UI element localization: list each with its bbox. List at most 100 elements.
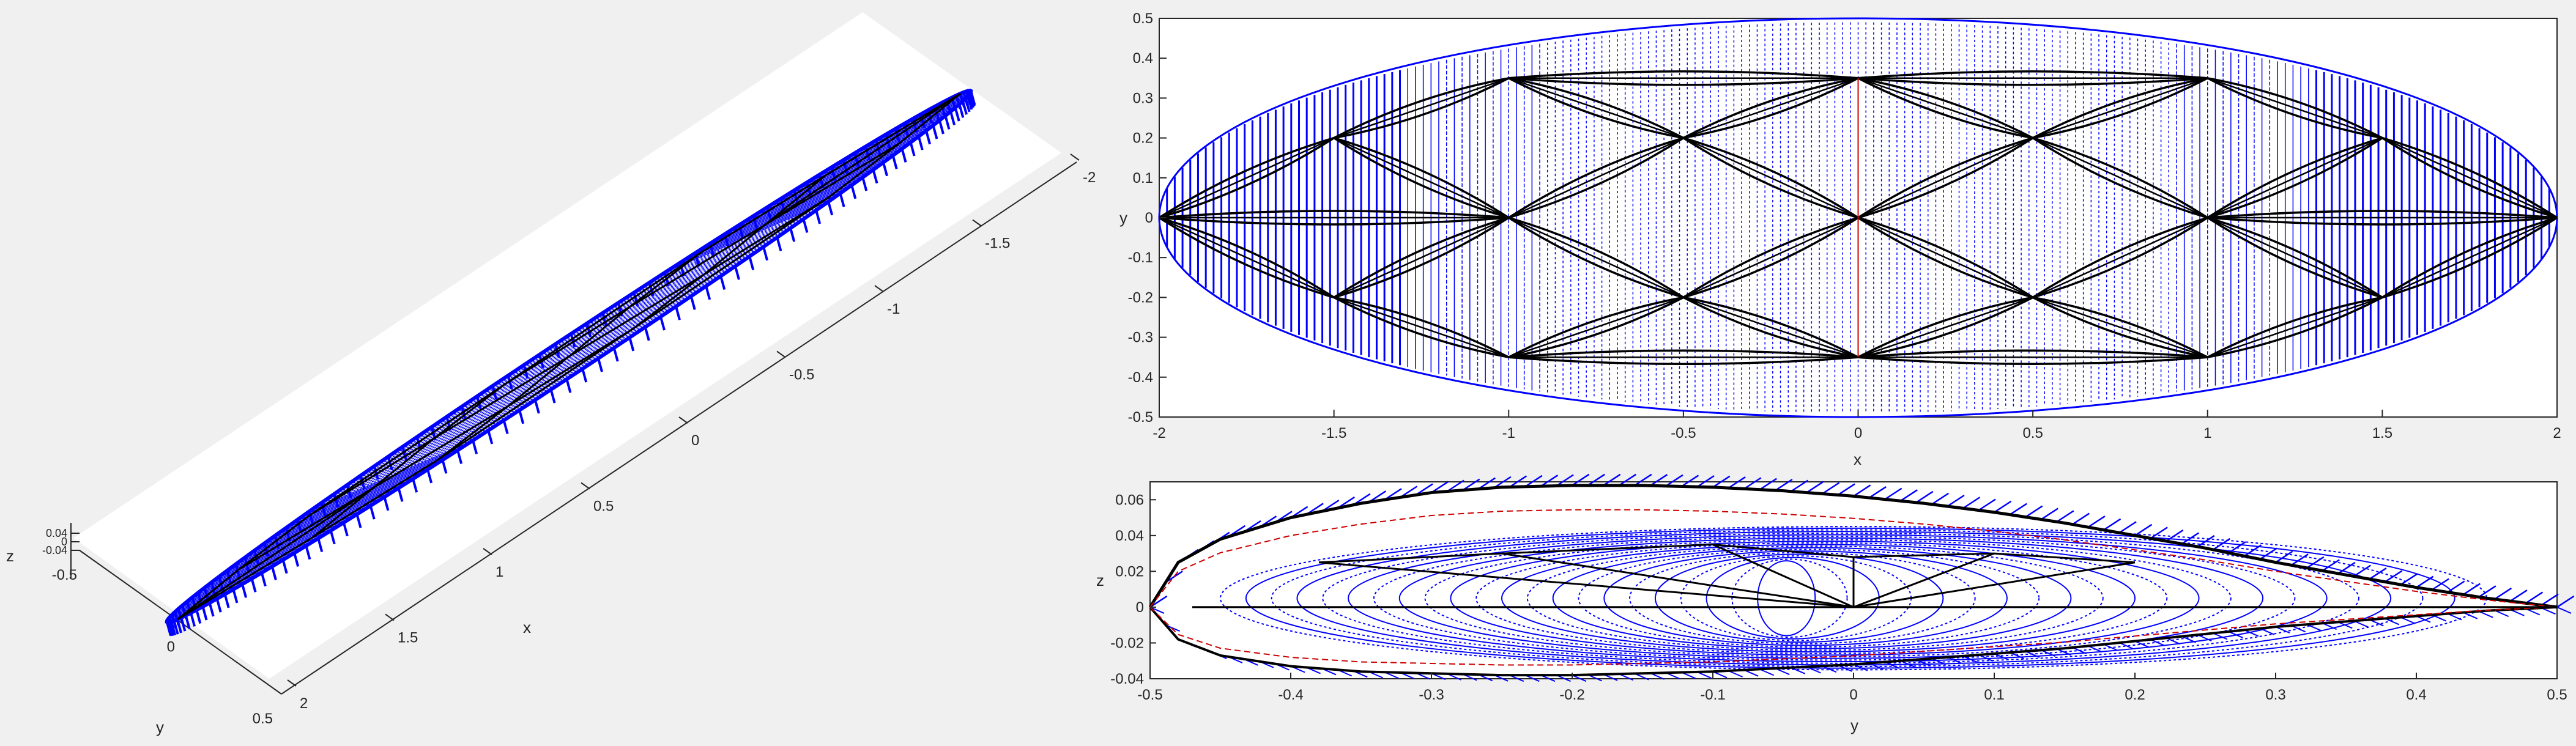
top-truss-arc — [1509, 70, 1858, 79]
3d-hatch — [358, 401, 533, 478]
3d-x-tick-label: -1 — [887, 301, 900, 317]
3d-hatch — [592, 243, 769, 320]
side-x-tick-label: -0.5 — [1137, 687, 1162, 703]
side-y-tick-label: -0.02 — [1110, 635, 1144, 651]
side-whisker — [2260, 627, 2274, 635]
top-truss-arc — [1508, 136, 1684, 219]
top-y-tick-label: 0.2 — [1133, 130, 1153, 147]
side-whisker — [1477, 477, 1496, 490]
3d-rim-whisker — [190, 612, 196, 627]
top-truss-arc — [2207, 216, 2558, 226]
side-whisker — [2197, 534, 2215, 548]
top-truss-arc — [1508, 296, 1684, 358]
3d-rim-whisker — [628, 337, 635, 352]
side-whisker — [1665, 474, 1683, 487]
side-whisker — [2197, 634, 2212, 642]
side-whisker — [1572, 473, 1590, 486]
side-whisker — [1775, 478, 1793, 492]
top-truss-member — [2032, 216, 2208, 298]
3d-rim-whisker — [369, 505, 376, 520]
3d-x-tick-label: 0.5 — [593, 498, 614, 515]
top-truss-member — [1334, 297, 1509, 358]
side-truss-member — [1853, 552, 1995, 608]
side-whisker — [2494, 587, 2512, 600]
side-upper-profile — [1148, 484, 2558, 609]
top-truss-arc — [2032, 296, 2208, 358]
3d-rim-whisker — [387, 456, 393, 471]
side-whisker — [2213, 537, 2231, 550]
3d-x-tick-mark — [874, 285, 884, 292]
top-truss-arc — [1159, 216, 1509, 226]
3d-rim-whisker — [891, 155, 898, 169]
top-truss-arc — [2032, 296, 2208, 358]
top-truss-arc — [1858, 137, 2034, 219]
3d-hatch — [390, 377, 570, 456]
side-whisker — [1493, 476, 1512, 489]
side-truss — [1148, 484, 2558, 677]
3d-truss-member — [568, 274, 704, 358]
top-x-tick-label: -1 — [1502, 425, 1515, 441]
3d-rim-whisker — [581, 368, 588, 383]
top-x-tick-label: -1.5 — [1321, 425, 1346, 441]
top-truss-arc — [1857, 296, 2033, 358]
3d-truss-member — [177, 569, 239, 621]
3d-y-tick-label: 0.5 — [253, 711, 273, 727]
side-whisker — [2134, 640, 2150, 648]
top-truss-member — [2032, 297, 2208, 358]
top-truss-member — [1683, 77, 1858, 139]
top-truss-member — [1508, 216, 1684, 298]
3d-x-tick-mark — [385, 613, 395, 621]
3d-x-axis-line — [281, 161, 1077, 695]
top-truss-member — [1334, 137, 1509, 219]
3d-rim-whisker — [441, 459, 448, 474]
side-x-tick-label: -0.3 — [1419, 687, 1444, 703]
3d-rim-whisker — [885, 134, 891, 149]
top-x-tick-label: 1.5 — [2372, 425, 2392, 441]
3d-surface-mesh — [165, 89, 976, 637]
3d-rim-whisker — [917, 136, 924, 150]
top-truss-member — [1508, 297, 1684, 358]
side-whisker — [2119, 642, 2134, 650]
3d-rim-whisker — [415, 436, 422, 451]
3d-rim-whisker — [487, 430, 494, 445]
top-truss-member — [1334, 216, 1509, 298]
side-section-loop — [1424, 539, 2232, 658]
3d-rim-whisker — [461, 406, 467, 421]
3d-hatch — [604, 235, 779, 312]
3d-rim-whisker — [355, 514, 362, 528]
3d-rim-whisker — [270, 566, 277, 580]
3d-rim-whisker — [208, 602, 215, 617]
top-truss-arc — [1333, 77, 1509, 139]
3d-rim-whisker — [585, 323, 592, 338]
panel-3d-view: 21.510.50-0.5-1-1.5-20.50-0.50.040-0.04 … — [6, 12, 1096, 736]
top-truss-arc — [2207, 136, 2383, 219]
top-y-tick-label: 0.1 — [1133, 170, 1153, 186]
side-whisker — [1822, 482, 1840, 495]
3d-rim-whisker — [293, 552, 300, 567]
3d-rim-whisker — [397, 487, 404, 502]
top-truss-arc — [2207, 77, 2383, 139]
side-x-tick-label: 0.2 — [2125, 687, 2145, 703]
3d-rim-whisker — [215, 598, 222, 613]
side-whisker — [2400, 573, 2418, 586]
top-truss-arc — [2207, 296, 2383, 358]
3d-rim-whisker — [815, 210, 822, 224]
3d-truss-member — [434, 355, 570, 439]
3d-hatch — [587, 246, 764, 324]
3d-rim-whisker — [253, 550, 259, 564]
3d-x-tick-label: 0 — [691, 432, 699, 449]
3d-rim-whisker — [533, 399, 540, 414]
side-y-tick-label: -0.04 — [1110, 671, 1144, 687]
side-whisker — [2072, 512, 2090, 525]
side-whisker — [2087, 645, 2103, 653]
top-truss-arc — [2381, 216, 2558, 298]
side-whisker — [1618, 473, 1636, 486]
side-whisker — [2087, 515, 2106, 528]
3d-rim-whisker — [241, 583, 248, 598]
top-truss-member — [2207, 297, 2383, 358]
3d-rim-whisker — [748, 256, 755, 270]
side-whisker — [1915, 490, 1934, 503]
3d-truss-member — [703, 224, 765, 276]
3d-rim-whisker — [597, 358, 603, 372]
3d-hatch — [379, 385, 557, 463]
